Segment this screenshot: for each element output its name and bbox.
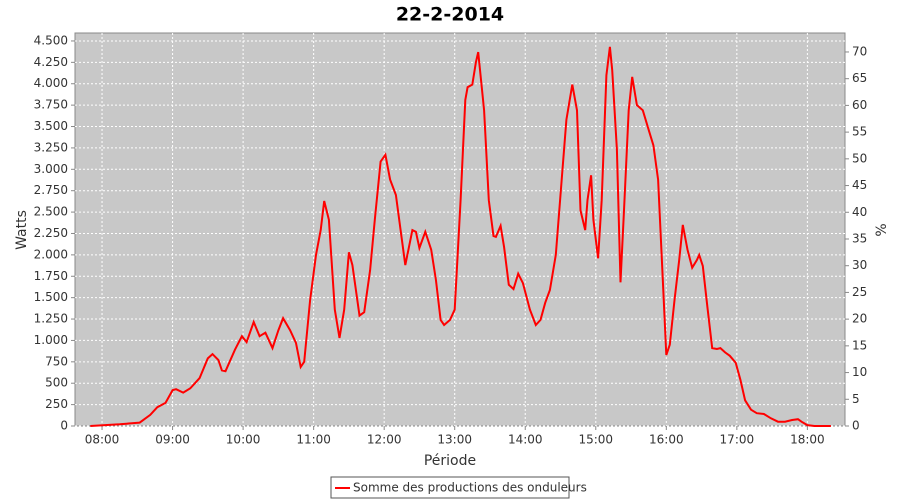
x-tick-label: 16:00: [649, 433, 684, 447]
y-tick-label: 750: [45, 354, 68, 368]
y-tick-label: 3.750: [34, 98, 68, 112]
x-tick-label: 08:00: [85, 433, 120, 447]
y2-tick-label: 60: [852, 98, 867, 112]
y-tick-label: 4.500: [34, 33, 68, 47]
x-tick-label: 15:00: [578, 433, 613, 447]
y2-tick-label: 35: [852, 231, 867, 245]
y-tick-label: 2.250: [34, 226, 68, 240]
y2-tick-label: 30: [852, 258, 867, 272]
y-tick-label: 4.250: [34, 55, 68, 69]
y-tick-label: 500: [45, 376, 68, 390]
y-tick-label: 3.000: [34, 162, 68, 176]
legend: [330, 476, 570, 499]
y-tick-label: 2.750: [34, 183, 68, 197]
y-tick-label: 4.000: [34, 76, 68, 90]
y2-axis-label: %: [874, 223, 890, 236]
y2-tick-label: 20: [852, 312, 867, 326]
y-tick-label: 3.500: [34, 119, 68, 133]
chart-title: 22-2-2014: [396, 4, 504, 26]
x-tick-label: 14:00: [508, 433, 543, 447]
y-tick-label: 1.750: [34, 269, 68, 283]
y2-tick-label: 25: [852, 285, 867, 299]
y2-tick-label: 50: [852, 151, 867, 165]
legend-label: Somme des productions des onduleurs: [353, 481, 587, 495]
x-tick-label: 17:00: [720, 433, 755, 447]
y2-tick-label: 5: [852, 392, 860, 406]
y2-tick-label: 10: [852, 365, 867, 379]
y2-tick-label: 40: [852, 205, 867, 219]
y2-tick-label: 55: [852, 125, 867, 139]
y2-tick-label: 65: [852, 71, 867, 85]
y-tick-label: 3.250: [34, 140, 68, 154]
x-tick-label: 11:00: [296, 433, 331, 447]
y-tick-label: 1.500: [34, 290, 68, 304]
x-tick-label: 18:00: [790, 433, 825, 447]
y-axis-label: Watts: [14, 210, 30, 250]
y-tick-label: 1.250: [34, 312, 68, 326]
y2-tick-label: 70: [852, 44, 867, 58]
y-tick-label: 2.000: [34, 247, 68, 261]
y2-tick-label: 0: [852, 419, 860, 433]
y2-tick-label: 15: [852, 338, 867, 352]
x-tick-label: 09:00: [155, 433, 190, 447]
y-tick-label: 2.500: [34, 205, 68, 219]
x-tick-label: 13:00: [437, 433, 472, 447]
x-axis-label: Période: [424, 453, 476, 469]
y-tick-label: 250: [45, 397, 68, 411]
y-tick-label: 1.000: [34, 333, 68, 347]
series-line: [90, 46, 831, 427]
y-tick-label: 0: [60, 419, 68, 433]
y2-tick-label: 45: [852, 178, 867, 192]
x-tick-label: 10:00: [226, 433, 261, 447]
x-tick-label: 12:00: [367, 433, 402, 447]
